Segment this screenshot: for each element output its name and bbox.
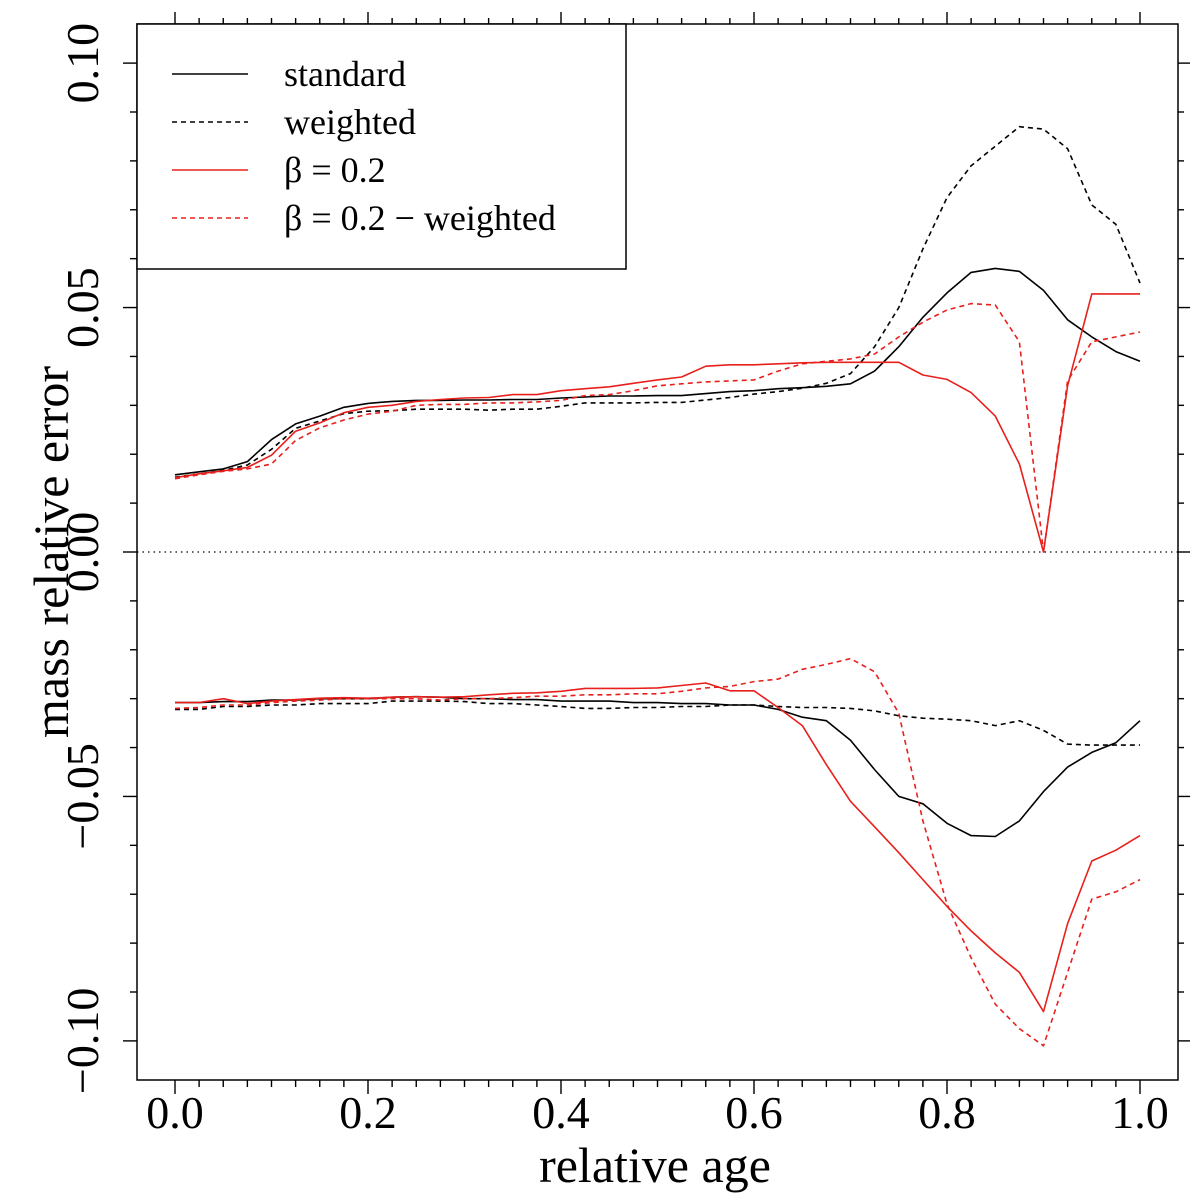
series-line-5: [175, 700, 1140, 746]
x-tick-label: 0.4: [532, 1087, 590, 1138]
x-tick-label: 0.0: [146, 1087, 204, 1138]
legend-label: weighted: [284, 102, 416, 142]
legend-box: [136, 23, 627, 270]
y-tick-labels: −0.10 −0.05 0.00 0.05 0.10: [57, 23, 108, 1094]
series-line-1: [174, 125, 1141, 478]
y-tick-label: 0.00: [57, 512, 108, 593]
legend-label: standard: [284, 54, 406, 94]
series-line-6: [175, 682, 1141, 1013]
x-tick-label: 0.2: [339, 1087, 397, 1138]
x-tick-label: 1.0: [1111, 1087, 1169, 1138]
series-lines: [174, 125, 1141, 1047]
series-line-2: [174, 293, 1140, 553]
series-line-4: [175, 695, 1141, 838]
x-axis-title: relative age: [539, 1137, 771, 1193]
legend: standard weighted β = 0.2 β = 0.2 − weighte…: [136, 23, 627, 270]
axis-ticks: [123, 12, 1190, 1094]
series-line-3: [174, 302, 1141, 553]
series-line-0: [174, 267, 1141, 476]
y-tick-label: −0.10: [57, 988, 108, 1094]
x-tick-label: 0.6: [725, 1087, 783, 1138]
y-axis-title: mass relative error: [23, 366, 79, 738]
y-tick-label: 0.10: [57, 23, 108, 104]
x-tick-label: 0.8: [918, 1087, 976, 1138]
y-tick-label: 0.05: [57, 267, 108, 348]
legend-label: β = 0.2 − weighted: [284, 198, 556, 238]
legend-label: β = 0.2: [284, 150, 386, 190]
x-tick-labels: 0.0 0.2 0.4 0.6 0.8 1.0: [146, 1087, 1169, 1138]
y-tick-label: −0.05: [57, 743, 108, 849]
series-line-7: [174, 657, 1141, 1047]
